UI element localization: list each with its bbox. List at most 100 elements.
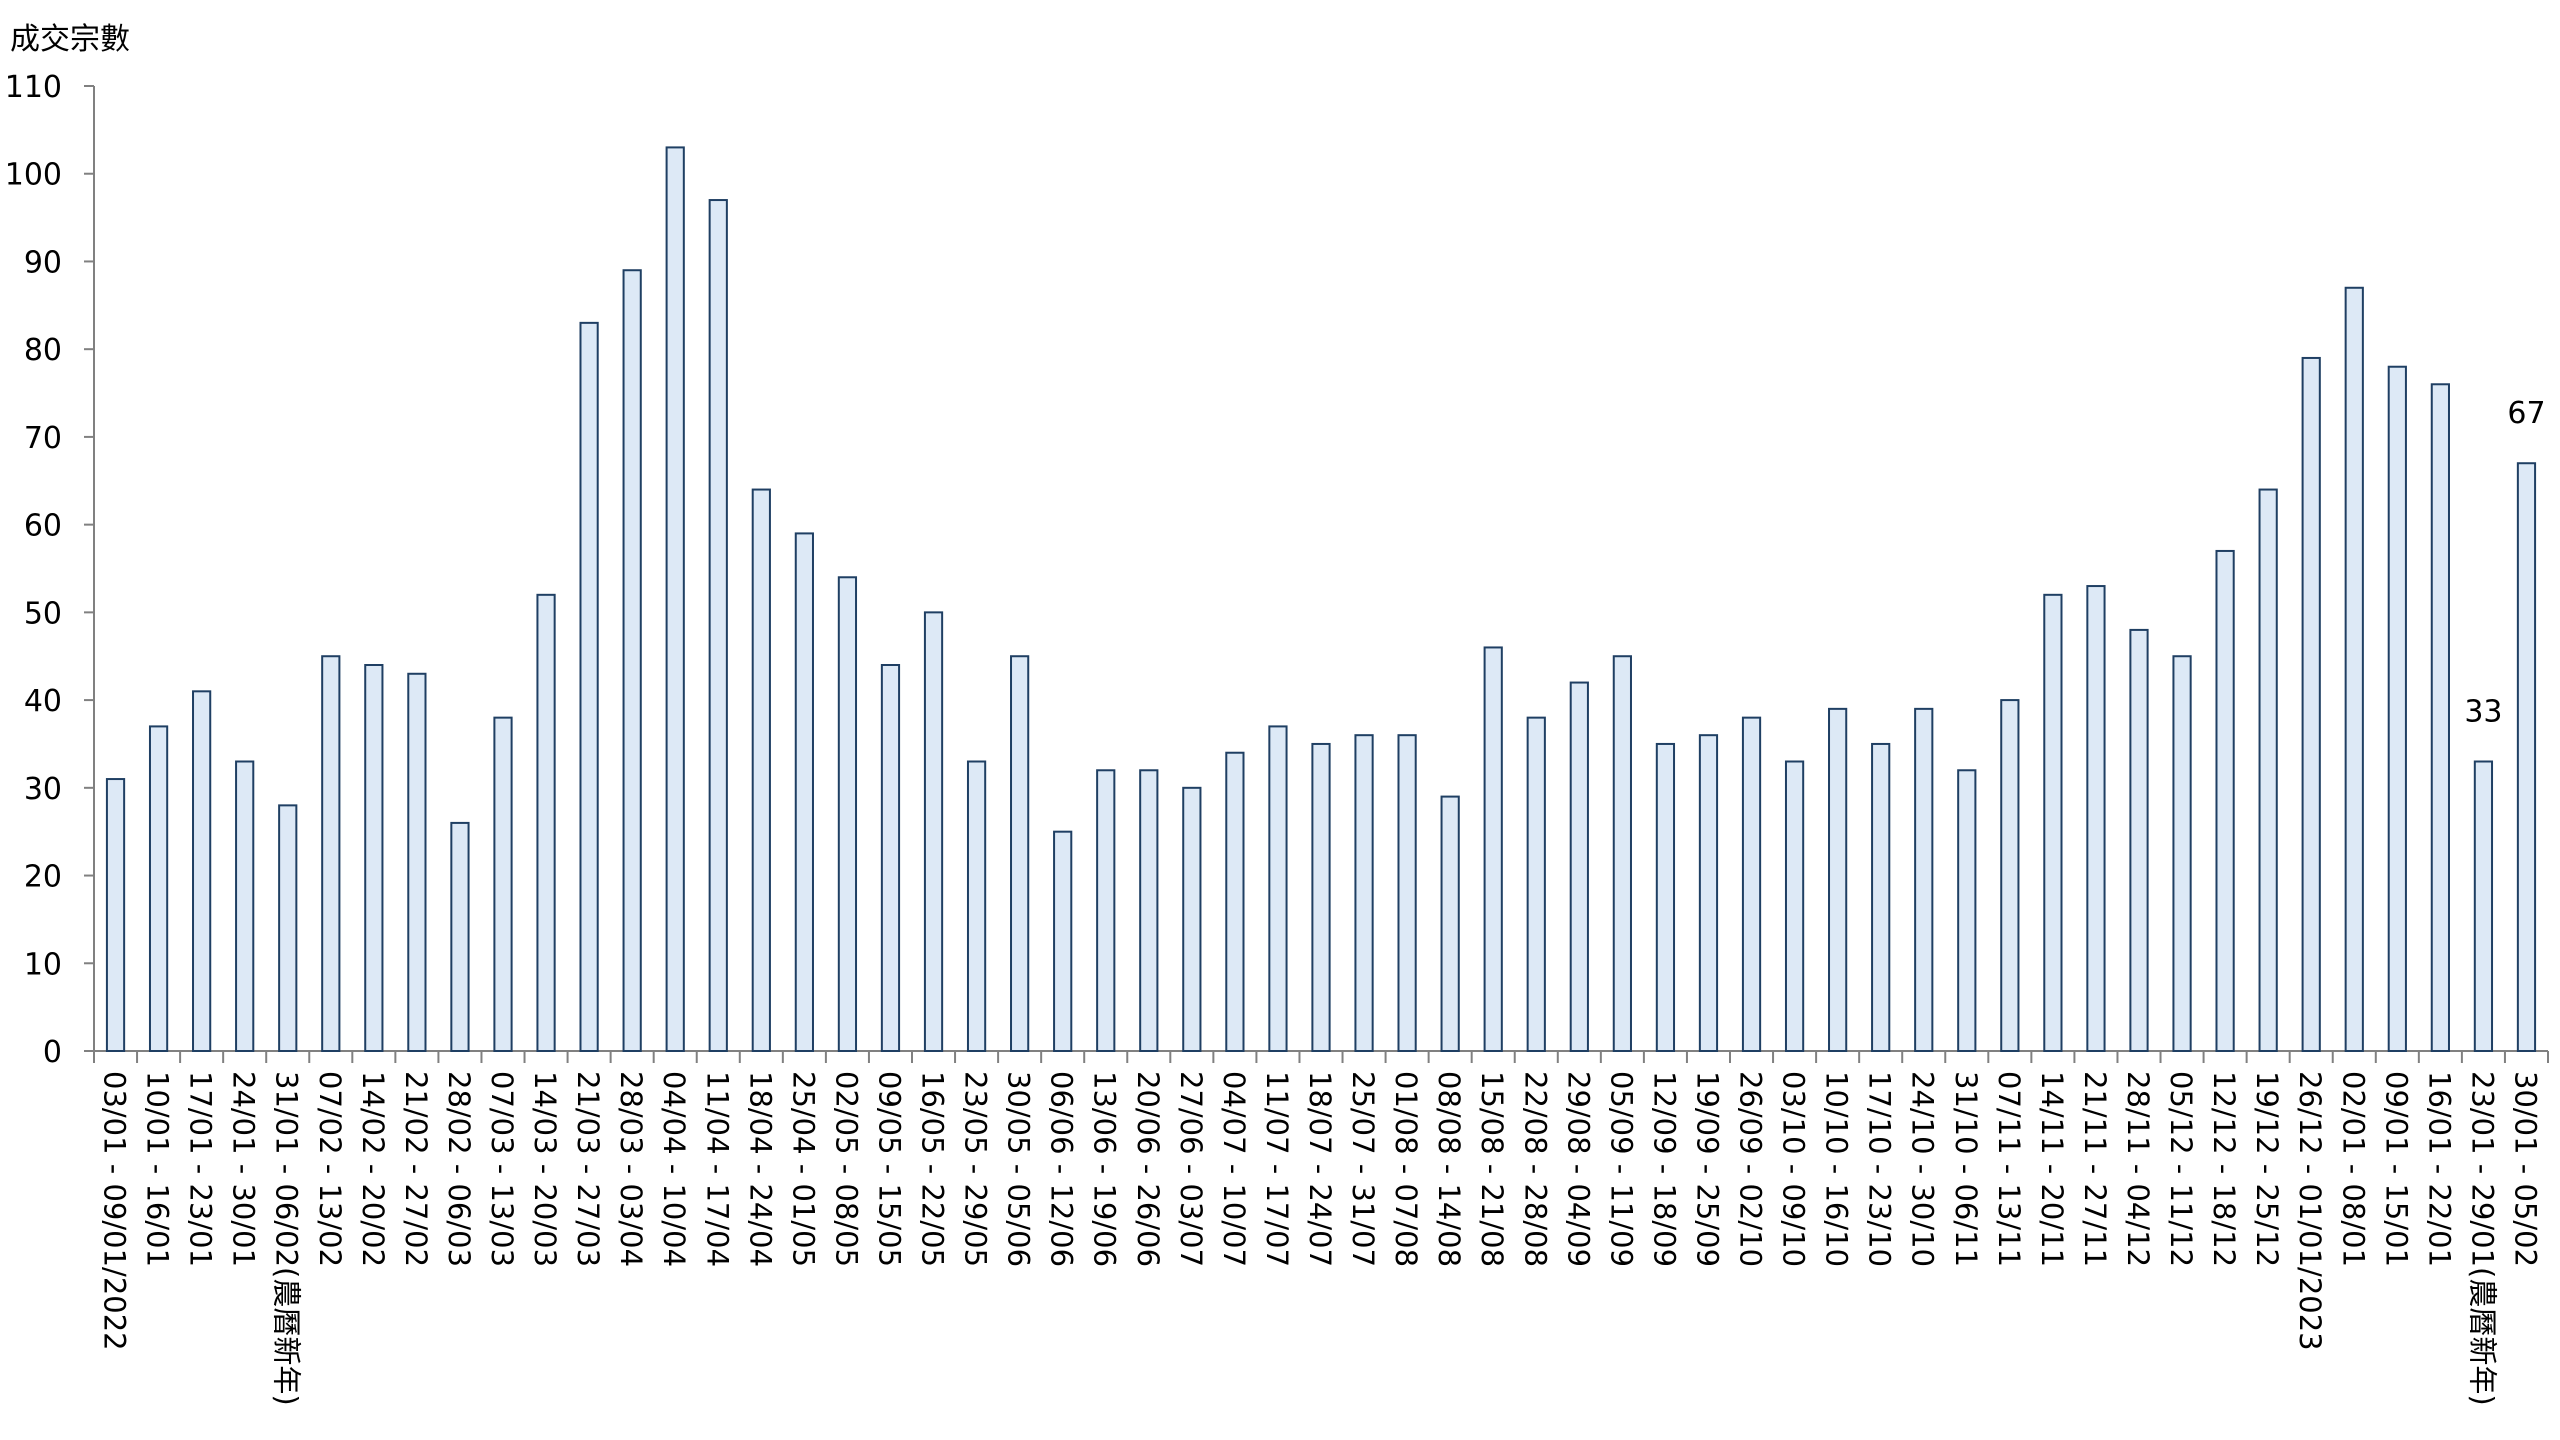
bar [1698, 734, 1719, 1052]
bar [2473, 760, 2494, 1052]
bar [966, 760, 987, 1052]
x-tick-label: 30/05 - 05/06 [1002, 1071, 1036, 1267]
x-tick-label: 09/05 - 15/05 [872, 1071, 906, 1267]
bar [708, 199, 728, 1053]
x-tick-label: 28/11 - 04/12 [2121, 1071, 2155, 1267]
bar [493, 716, 513, 1052]
bar [2043, 593, 2063, 1052]
y-tick-label: 30 [24, 772, 62, 807]
bar [622, 269, 642, 1053]
x-tick-label: 17/10 - 23/10 [1863, 1071, 1897, 1267]
bar [2387, 365, 2407, 1053]
x-tick-label: 12/09 - 18/09 [1647, 1071, 1681, 1267]
bar [1483, 646, 1503, 1052]
x-tick-label: 30/01 - 05/02 [2508, 1071, 2542, 1267]
x-tick-label: 13/06 - 19/06 [1088, 1071, 1122, 1267]
y-tick-label: 20 [24, 860, 62, 895]
bar [1096, 769, 1116, 1053]
bar [536, 593, 556, 1052]
x-tick-label: 20/06 - 26/06 [1131, 1071, 1165, 1267]
bar [278, 804, 298, 1052]
x-tick-label: 08/08 - 14/08 [1432, 1071, 1466, 1267]
bar [1139, 769, 1159, 1053]
bar [2430, 383, 2450, 1052]
bar [1871, 742, 1891, 1052]
x-tick-label: 11/07 - 17/07 [1260, 1071, 1294, 1267]
x-tick-label: 23/05 - 29/05 [959, 1071, 993, 1267]
x-tick-label: 31/10 - 06/11 [1949, 1071, 1983, 1267]
y-tick-label: 10 [24, 947, 62, 982]
bar [105, 778, 126, 1052]
bar [665, 146, 685, 1053]
bar [2516, 462, 2537, 1053]
bar [1397, 734, 1417, 1052]
x-tick-label: 02/05 - 08/05 [829, 1071, 863, 1267]
bar [1010, 655, 1030, 1052]
y-tick-label: 90 [24, 245, 62, 280]
bar [1182, 786, 1202, 1052]
x-tick-label: 10/01 - 16/01 [141, 1071, 175, 1267]
bar [2086, 585, 2106, 1052]
x-tick-label: 12/12 - 18/12 [2207, 1071, 2241, 1267]
y-tick-label: 40 [24, 684, 62, 719]
bar [794, 532, 814, 1052]
bar [2000, 699, 2020, 1053]
x-tick-label: 26/12 - 01/01/2023 [2293, 1071, 2327, 1351]
y-tick-label: 110 [5, 70, 62, 105]
x-tick-label: 06/06 - 12/06 [1045, 1071, 1079, 1267]
y-tick-label: 50 [24, 596, 62, 631]
bar [1784, 760, 1805, 1052]
x-tick-label: 24/10 - 30/10 [1906, 1071, 1940, 1267]
x-tick-label: 14/02 - 20/02 [356, 1071, 390, 1267]
x-tick-label: 15/08 - 21/08 [1475, 1071, 1509, 1267]
x-tick-label: 25/07 - 31/07 [1346, 1071, 1380, 1267]
y-tick-label: 70 [24, 421, 62, 456]
x-tick-label: 07/03 - 13/03 [485, 1071, 519, 1267]
bar [1440, 795, 1460, 1053]
x-tick-label: 31/01 - 06/02(農曆新年) [270, 1071, 304, 1406]
y-tick-label: 0 [43, 1035, 62, 1070]
x-tick-label: 27/06 - 03/07 [1174, 1071, 1208, 1267]
bar [579, 321, 599, 1052]
bar [1569, 681, 1589, 1052]
x-tick-label: 18/04 - 24/04 [743, 1071, 777, 1267]
data-label: 33 [2464, 695, 2502, 730]
x-tick-label: 16/01 - 22/01 [2422, 1071, 2456, 1267]
x-tick-label: 21/03 - 27/03 [571, 1071, 605, 1267]
x-tick-label: 25/04 - 01/05 [786, 1071, 820, 1267]
bar [2129, 628, 2149, 1052]
bar [2172, 655, 2192, 1052]
bar [837, 576, 858, 1053]
bar [2258, 488, 2278, 1052]
bar [1311, 742, 1331, 1052]
bar [450, 821, 470, 1052]
x-tick-label: 05/12 - 11/12 [2164, 1071, 2198, 1267]
bar [2344, 286, 2364, 1052]
y-tick-label: 80 [24, 333, 62, 368]
bar [235, 760, 255, 1052]
bar [751, 488, 771, 1052]
bar [1354, 734, 1374, 1052]
bar [1914, 707, 1934, 1052]
bar [1612, 655, 1632, 1052]
x-tick-label: 21/11 - 27/11 [2078, 1071, 2112, 1267]
bar [1741, 716, 1762, 1052]
x-tick-label: 07/11 - 13/11 [1992, 1071, 2026, 1267]
x-tick-label: 02/01 - 08/01 [2336, 1071, 2370, 1267]
y-tick-label: 100 [5, 158, 62, 193]
bar [321, 655, 341, 1052]
bar [407, 672, 427, 1053]
x-tick-label: 17/01 - 23/01 [184, 1071, 218, 1267]
x-tick-label: 05/09 - 11/09 [1604, 1071, 1638, 1267]
bar [1526, 716, 1546, 1052]
x-tick-label: 11/04 - 17/04 [700, 1071, 734, 1267]
x-tick-label: 24/01 - 30/01 [227, 1071, 261, 1267]
x-tick-label: 29/08 - 04/09 [1561, 1071, 1595, 1267]
x-tick-label: 23/01 - 29/01(農曆新年) [2465, 1071, 2499, 1406]
bar [923, 611, 944, 1052]
x-tick-label: 03/10 - 09/10 [1777, 1071, 1811, 1267]
x-tick-label: 22/08 - 28/08 [1518, 1071, 1552, 1267]
x-tick-label: 07/02 - 13/02 [313, 1071, 347, 1267]
bar [1225, 751, 1245, 1052]
x-tick-label: 09/01 - 15/01 [2379, 1071, 2413, 1267]
